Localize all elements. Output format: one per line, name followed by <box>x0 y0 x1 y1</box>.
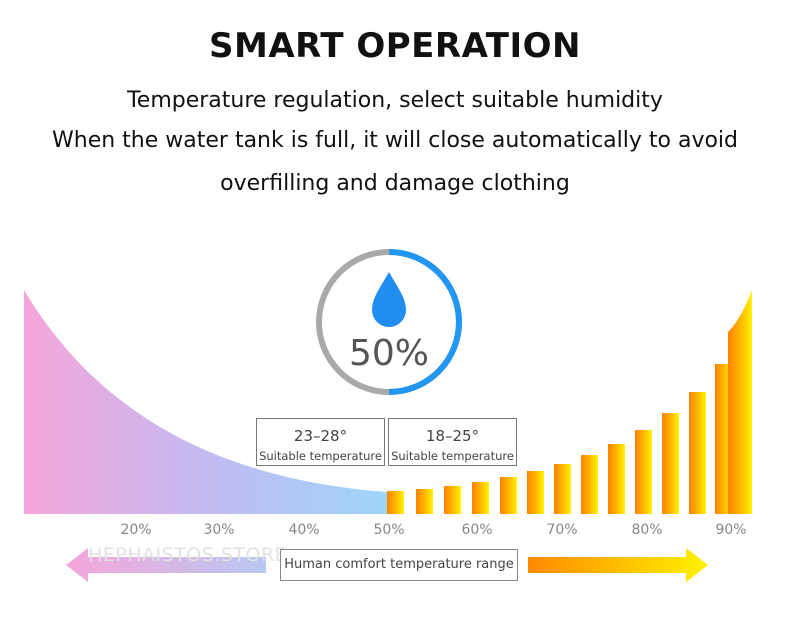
humidity-bar <box>662 413 679 514</box>
temperature-label: Suitable temperature <box>391 449 514 463</box>
humidity-bar <box>728 290 752 514</box>
scale-label: 20% <box>120 522 152 538</box>
humidity-bar <box>608 444 625 514</box>
humidity-bar <box>581 455 598 514</box>
humidity-bar <box>689 392 706 514</box>
right-arrow-icon <box>528 548 708 582</box>
scale-label: 40% <box>288 522 320 538</box>
scale-label: 30% <box>203 522 235 538</box>
water-drop-icon <box>372 272 406 327</box>
dry-zone-area <box>24 290 387 514</box>
left-arrow-icon <box>66 548 266 582</box>
humidity-bar <box>527 471 544 514</box>
humidity-bar <box>715 364 732 514</box>
temperature-box-2: 18–25° Suitable temperature <box>388 418 517 466</box>
scale-label: 80% <box>631 522 663 538</box>
scale-label: 90% <box>715 522 747 538</box>
humidity-bar <box>554 464 571 514</box>
humidity-bar <box>635 430 652 514</box>
temperature-range: 18–25° <box>425 427 480 445</box>
description-line-1: Temperature regulation, select suitable … <box>127 88 663 113</box>
humidity-bar <box>416 489 433 514</box>
humidity-bar <box>500 477 517 514</box>
temperature-box-1: 23–28° Suitable temperature <box>256 418 385 466</box>
humidity-value: 50% <box>348 333 429 374</box>
scale-label: 50% <box>373 522 405 538</box>
humidity-bar <box>387 491 404 514</box>
description-line-2: When the water tank is full, it will clo… <box>52 128 738 153</box>
page-title: SMART OPERATION <box>209 26 581 66</box>
temperature-label: Suitable temperature <box>259 449 382 463</box>
scale-label: 60% <box>461 522 493 538</box>
humidity-bars <box>387 290 752 514</box>
description-line-3: overfilling and damage clothing <box>220 171 570 196</box>
temperature-range: 23–28° <box>293 427 348 445</box>
humidity-bar <box>472 482 489 514</box>
humidity-bar <box>444 486 461 514</box>
comfort-range-label: Human comfort temperature range <box>280 549 518 581</box>
scale-label: 70% <box>546 522 578 538</box>
humidity-dial-progress <box>388 249 462 395</box>
watermark: HEPHAISTOS.STORE <box>88 544 288 566</box>
